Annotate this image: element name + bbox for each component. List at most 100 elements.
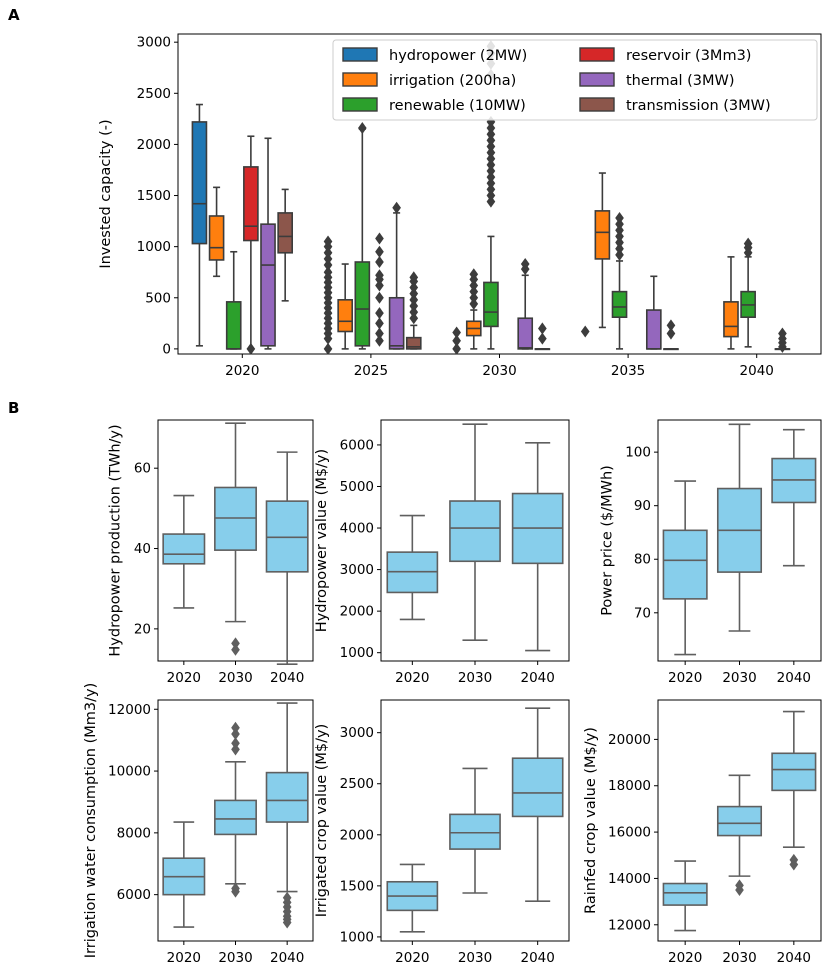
box-irrigation-2030-flier (469, 285, 479, 298)
box-transmission-2025-flier (409, 293, 419, 306)
y-tick-label: 18000 (608, 778, 651, 794)
box-transmission-2025-flier (409, 299, 419, 312)
box-irrigation-2035-box (594, 210, 611, 260)
box-irr_crop-2040-box (511, 757, 564, 818)
x-tick-label: 2025 (354, 363, 388, 379)
extra-flier (323, 259, 333, 272)
legend-label-thermal: thermal (3MW) (626, 73, 735, 89)
box-irrigation-2030-flier (469, 297, 479, 310)
y-tick-label: 1500 (340, 878, 374, 894)
extra-flier (452, 342, 461, 355)
legend-label-renewable: renewable (10MW) (389, 98, 526, 114)
box-renewable-2025-box (354, 261, 371, 347)
box-transmission-2025-flier (409, 312, 419, 325)
box-irrigation-2030-flier (469, 268, 479, 281)
box-hydro_prod-2020-box (162, 533, 206, 565)
box-irr_water-2040-box (265, 771, 309, 823)
legend-swatch-hydropower (342, 47, 378, 62)
y-tick-label: 5000 (340, 479, 374, 495)
box-renewable-2030-flier (486, 146, 496, 159)
box-transmission-2035-flier (666, 327, 676, 340)
y-axis-label: Hydropower production (TWh/y) (108, 424, 124, 656)
chart-hydropower-value: 1000 2000 3000 4000 5000 6000 2020 2030 2040 Hydr… (314, 419, 570, 686)
y-tick-label: 1000 (137, 239, 171, 255)
legend-swatch-thermal (579, 72, 615, 87)
panel-a-label: A (8, 6, 20, 24)
y-tick-label: 2000 (137, 137, 171, 153)
extra-flier (375, 317, 384, 330)
box-irr_crop-2030-box (449, 813, 501, 850)
x-tick-label: 2040 (270, 950, 304, 966)
chart-rainfed-crop-value: 12000 14000 16000 18000 20000 2020 2030 2040 Rai… (583, 699, 822, 966)
box-rainfed_crop-2030-box (716, 805, 763, 837)
extra-flier (375, 255, 384, 269)
extra-flier (452, 326, 461, 339)
legend-label-reservoir: reservoir (3Mm3) (626, 48, 751, 64)
x-tick-label: 2040 (777, 950, 811, 966)
chart-irrigated-crop-value: 1000 1500 2000 2500 3000 2020 2030 2040 Irrigate… (314, 699, 570, 966)
x-tick-label: 2040 (777, 670, 811, 686)
y-tick-label: 100 (625, 445, 651, 461)
box-renewable-2030-flier (486, 140, 496, 153)
x-tick-label: 2030 (722, 670, 756, 686)
box-hydro_prod-2040-box (265, 500, 309, 573)
box-rainfed_crop-2040-flier (789, 853, 799, 866)
y-tick-label: 3000 (137, 35, 171, 51)
legend-swatch-reservoir (579, 47, 615, 62)
y-tick-label: 14000 (608, 871, 651, 887)
x-tick-label: 2020 (225, 363, 259, 379)
box-renewable-2035-flier (615, 248, 624, 261)
x-tick-label: 2020 (167, 670, 201, 686)
box-irrigation-2025-box (337, 299, 354, 333)
y-tick-label: 1000 (340, 929, 374, 945)
x-tick-label: 2040 (270, 670, 304, 686)
y-axis-label: Invested capacity (-) (98, 119, 114, 268)
box-renewable-2035-flier (615, 212, 624, 225)
legend-swatch-renewable (342, 97, 378, 112)
y-tick-label: 2500 (137, 86, 171, 102)
x-tick-label: 2020 (668, 670, 702, 686)
chart-power-price: 70 80 90 100 2020 2030 2040 Power price ($/MWh) (599, 419, 822, 686)
y-tick-label: 12000 (108, 702, 151, 718)
extra-flier (323, 235, 333, 248)
y-tick-label: 3000 (340, 562, 374, 578)
legend: hydropower (2MW) irrigation (200ha) renewa… (332, 39, 818, 121)
y-tick-label: 70 (634, 605, 651, 621)
x-tick-label: 2020 (395, 950, 429, 966)
extra-flier (375, 327, 384, 340)
box-renewable-2030-flier (486, 134, 496, 147)
box-reservoir-2020-box (243, 166, 259, 242)
y-tick-label: 1500 (137, 188, 171, 204)
y-tick-label: 10000 (108, 764, 151, 780)
box-hydropower-2020-box (191, 121, 208, 245)
box-irrigation-2020-box (208, 215, 225, 261)
box-renewable-2035-flier (615, 224, 624, 237)
extra-flier (375, 307, 384, 320)
y-axis-label: Power price ($/MWh) (599, 465, 615, 616)
x-tick-label: 2030 (218, 950, 252, 966)
box-renewable-2035-flier (615, 230, 624, 243)
y-tick-label: 6000 (117, 887, 151, 903)
box-renewable-2030-flier (486, 158, 496, 171)
x-tick-label: 2030 (722, 950, 756, 966)
y-tick-label: 40 (134, 541, 151, 557)
box-hydro_value-2030-box (449, 500, 501, 563)
box-renewable-2035-flier (615, 218, 624, 231)
box-rainfed_crop-2030-flier (735, 879, 744, 892)
box-renewable-2030-flier (486, 195, 496, 208)
box-renewable-2035-flier (615, 236, 624, 249)
x-tick-label: 2030 (458, 950, 492, 966)
x-tick-label: 2030 (458, 670, 492, 686)
box-irr_water-2030-box (214, 799, 257, 836)
y-tick-label: 80 (634, 552, 651, 568)
box-renewable-2035-box (611, 290, 628, 318)
box-power_price-2020-box (662, 529, 708, 600)
extra-flier (323, 342, 333, 355)
box-irr_water-2040-flier (282, 891, 292, 904)
extra-flier (246, 342, 256, 355)
extra-flier (375, 245, 384, 258)
box-transmission-2025-flier (409, 287, 419, 300)
y-tick-label: 2500 (340, 776, 374, 792)
y-tick-label: 60 (134, 461, 151, 477)
extra-flier (375, 334, 384, 347)
